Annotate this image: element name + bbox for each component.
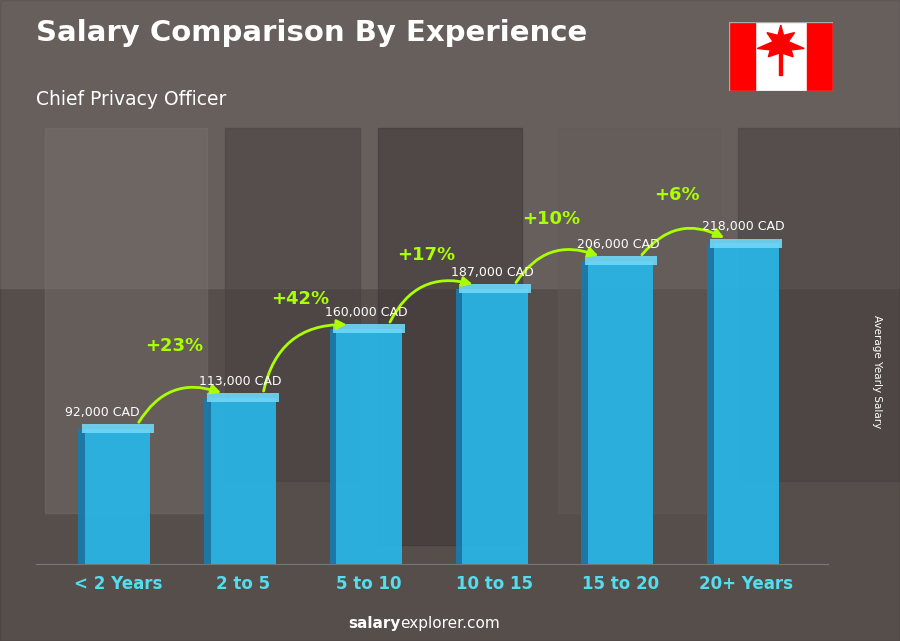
Polygon shape [757,25,805,57]
Text: Salary Comparison By Experience: Salary Comparison By Experience [36,19,587,47]
Bar [85,429,150,564]
Text: +42%: +42% [271,290,329,308]
Bar [459,285,531,293]
Text: Average Yearly Salary: Average Yearly Salary [872,315,883,428]
Bar [707,243,714,564]
Text: explorer.com: explorer.com [400,617,500,631]
Text: 160,000 CAD: 160,000 CAD [325,306,408,319]
Bar [588,261,653,564]
Bar [0,0,900,288]
Bar [82,424,154,433]
Bar [729,22,755,90]
Text: +10%: +10% [522,210,580,228]
Bar [378,128,522,545]
Text: 92,000 CAD: 92,000 CAD [65,406,140,419]
Bar [211,398,276,564]
Bar [738,128,900,481]
Text: 187,000 CAD: 187,000 CAD [451,266,534,279]
Bar [45,128,207,513]
Bar [581,261,588,564]
Bar [463,289,527,564]
Bar [585,256,656,265]
Bar [204,398,211,564]
Bar [806,22,832,90]
Bar [714,243,779,564]
Text: +23%: +23% [145,337,203,355]
Bar [779,53,782,75]
Text: 218,000 CAD: 218,000 CAD [702,221,785,233]
Bar [710,239,782,247]
Text: +17%: +17% [397,246,454,264]
Text: salary: salary [348,617,400,631]
Bar [558,128,720,513]
Bar [78,429,85,564]
Bar [208,394,279,402]
Text: 113,000 CAD: 113,000 CAD [200,375,282,388]
Bar [330,329,337,564]
Bar [337,329,401,564]
Bar [455,289,463,564]
Text: 206,000 CAD: 206,000 CAD [577,238,659,251]
Text: +6%: +6% [654,187,700,204]
Bar [333,324,405,333]
Bar [225,128,360,481]
Text: Chief Privacy Officer: Chief Privacy Officer [36,90,227,109]
